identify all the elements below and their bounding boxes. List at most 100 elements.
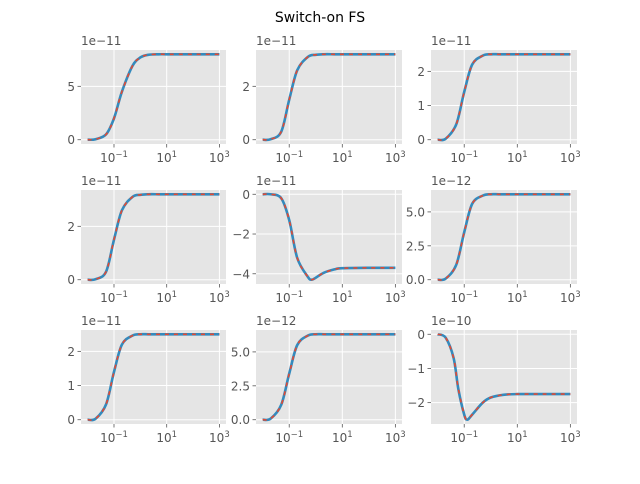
x-tick-base: 10	[156, 291, 171, 305]
y-tick-label: 2	[67, 220, 75, 234]
y-tick-label: −4	[232, 267, 250, 281]
x-tick-base: 10	[100, 291, 115, 305]
y-tick-label: 0.0	[406, 273, 425, 287]
x-tick-base: 10	[560, 431, 575, 445]
y-tick-label: 1	[417, 99, 425, 113]
figure-title: Switch-on FS	[275, 10, 365, 26]
x-tick-base: 10	[156, 431, 171, 445]
series-line-dashed	[437, 333, 571, 421]
x-tick-base: 10	[275, 151, 290, 165]
x-tick-label: 103	[209, 290, 230, 305]
x-tick-label: 10−1	[100, 150, 128, 165]
x-tick-label: 101	[332, 150, 353, 165]
x-tick-base: 10	[507, 291, 522, 305]
offset-text: 1e−11	[81, 34, 121, 48]
x-tick-label: 10−1	[100, 290, 128, 305]
x-tick-label: 101	[507, 290, 528, 305]
series-line-dashed	[262, 193, 396, 281]
x-tick-base: 10	[507, 431, 522, 445]
x-tick-base: 10	[385, 291, 400, 305]
y-tick-label: 2	[242, 80, 250, 94]
x-tick-exponent: −1	[115, 290, 128, 300]
series-line-dashed	[262, 333, 396, 421]
x-tick-exponent: 1	[347, 290, 352, 300]
x-tick-label: 103	[209, 430, 230, 445]
x-tick-exponent: 1	[172, 150, 177, 160]
x-tick-base: 10	[100, 431, 115, 445]
x-tick-label: 10−1	[275, 150, 303, 165]
offset-text: 1e−11	[431, 34, 471, 48]
x-tick-label: 103	[385, 290, 406, 305]
y-tick-label: −2	[407, 396, 425, 410]
x-tick-exponent: 3	[400, 430, 405, 440]
y-tick-label: 0	[417, 328, 425, 342]
x-tick-label: 101	[332, 290, 353, 305]
x-tick-exponent: 3	[575, 430, 580, 440]
axes-background	[256, 50, 402, 144]
x-tick-exponent: 1	[347, 150, 352, 160]
series-line-dashed	[87, 333, 220, 421]
x-tick-exponent: −1	[115, 150, 128, 160]
x-tick-base: 10	[385, 151, 400, 165]
x-tick-label: 101	[332, 430, 353, 445]
y-tick-label: 0	[242, 188, 250, 202]
x-tick-base: 10	[560, 151, 575, 165]
x-tick-base: 10	[385, 431, 400, 445]
series-line-solid	[437, 192, 571, 282]
x-tick-label: 10−1	[450, 150, 478, 165]
y-tick-label: 2.5	[406, 239, 425, 253]
x-tick-base: 10	[507, 151, 522, 165]
x-tick-base: 10	[332, 431, 347, 445]
x-tick-exponent: −1	[466, 290, 479, 300]
series-line-dashed	[437, 53, 571, 141]
y-tick-label: 0.0	[231, 413, 250, 427]
x-tick-label: 101	[156, 290, 177, 305]
x-tick-base: 10	[450, 151, 465, 165]
x-tick-exponent: −1	[291, 290, 304, 300]
y-tick-label: 2	[417, 65, 425, 79]
offset-text: 1e−11	[256, 174, 296, 188]
axes-background	[81, 190, 226, 284]
x-tick-label: 103	[560, 290, 581, 305]
x-tick-base: 10	[560, 291, 575, 305]
x-tick-label: 10−1	[450, 290, 478, 305]
offset-text: 1e−12	[256, 314, 296, 328]
y-tick-label: 0	[67, 413, 75, 427]
x-tick-label: 10−1	[100, 430, 128, 445]
x-tick-exponent: −1	[115, 430, 128, 440]
x-tick-exponent: 3	[400, 290, 405, 300]
x-tick-base: 10	[332, 291, 347, 305]
series-line-dashed	[87, 193, 220, 281]
x-tick-base: 10	[156, 151, 171, 165]
x-tick-exponent: 3	[400, 150, 405, 160]
x-tick-base: 10	[209, 291, 224, 305]
y-tick-label: 5.0	[406, 205, 425, 219]
x-tick-base: 10	[332, 151, 347, 165]
x-tick-exponent: 3	[575, 150, 580, 160]
series-line-dashed	[87, 53, 220, 141]
x-tick-label: 10−1	[450, 430, 478, 445]
x-tick-label: 103	[209, 150, 230, 165]
x-tick-exponent: 1	[522, 150, 527, 160]
x-tick-base: 10	[450, 291, 465, 305]
x-tick-exponent: 1	[172, 290, 177, 300]
offset-text: 1e−11	[81, 314, 121, 328]
x-tick-exponent: 1	[522, 290, 527, 300]
offset-text: 1e−11	[256, 34, 296, 48]
y-tick-label: −1	[407, 362, 425, 376]
x-tick-base: 10	[209, 431, 224, 445]
y-tick-label: 0	[242, 133, 250, 147]
y-tick-label: 0	[67, 133, 75, 147]
y-tick-label: 0	[417, 133, 425, 147]
x-tick-exponent: −1	[291, 150, 304, 160]
x-tick-exponent: 1	[522, 430, 527, 440]
